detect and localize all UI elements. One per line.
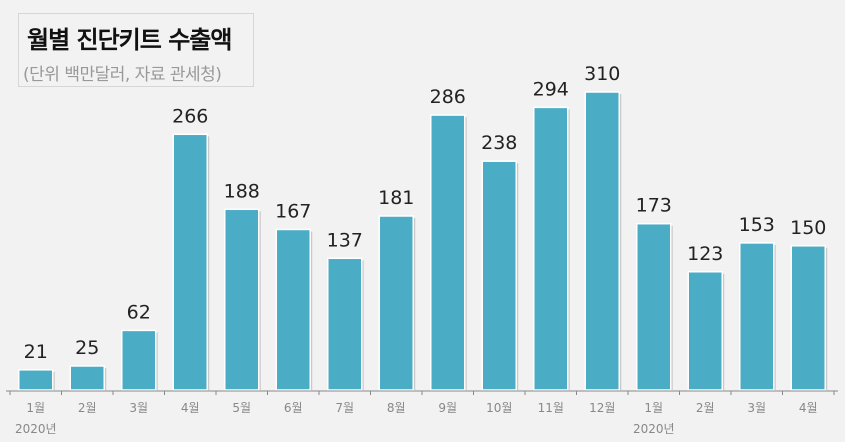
x-tick-label: 9월 (438, 401, 457, 415)
bar (739, 242, 775, 391)
chart-title: 월별 진단키트 수출액 (27, 26, 232, 54)
year-label: 2020년 (633, 422, 675, 436)
data-label: 188 (224, 180, 260, 202)
year-label: 2020년 (15, 422, 57, 436)
x-tick-label: 4월 (181, 401, 200, 415)
bar (69, 365, 105, 391)
bar (224, 208, 260, 391)
bar (172, 133, 208, 391)
bar (327, 257, 363, 391)
bar (636, 222, 672, 391)
data-label: 21 (24, 341, 48, 363)
bar (275, 228, 311, 391)
x-tick-label: 12월 (589, 401, 615, 415)
data-label: 173 (636, 195, 672, 217)
data-label: 137 (327, 229, 363, 251)
x-tick-label: 2월 (696, 401, 715, 415)
data-label: 62 (127, 301, 151, 323)
x-tick-label: 6월 (284, 401, 303, 415)
data-label: 266 (172, 105, 208, 127)
data-label: 25 (75, 337, 99, 359)
data-label: 310 (584, 63, 620, 85)
bar (378, 215, 414, 391)
x-tick-label: 3월 (129, 401, 148, 415)
bar (533, 106, 569, 391)
x-tick-label: 1월 (26, 401, 45, 415)
chart-subtitle: (단위 백만달러, 자료 관세청) (23, 65, 222, 85)
x-tick-label: 5월 (232, 401, 251, 415)
x-tick-label: 11월 (538, 401, 564, 415)
data-label: 286 (430, 86, 466, 108)
x-tick-label: 8월 (387, 401, 406, 415)
bar (481, 160, 517, 391)
title-box: 월별 진단키트 수출액 (단위 백만달러, 자료 관세청) (18, 13, 254, 87)
bar (687, 271, 723, 391)
x-tick-label: 1월 (644, 401, 663, 415)
data-label: 181 (378, 187, 414, 209)
data-label: 294 (533, 78, 569, 100)
x-tick-label: 10월 (486, 401, 512, 415)
x-tick-label: 7월 (335, 401, 354, 415)
data-label: 153 (739, 214, 775, 236)
data-label: 150 (790, 217, 826, 239)
x-tick-label: 3월 (747, 401, 766, 415)
bar (430, 114, 466, 391)
bar (584, 91, 620, 391)
bar (18, 369, 54, 391)
x-tick-label: 2월 (78, 401, 97, 415)
data-label: 123 (687, 243, 723, 265)
data-label: 167 (275, 200, 311, 222)
x-tick-label: 4월 (799, 401, 818, 415)
bar (121, 329, 157, 391)
data-label: 238 (481, 132, 517, 154)
bar (790, 245, 826, 391)
